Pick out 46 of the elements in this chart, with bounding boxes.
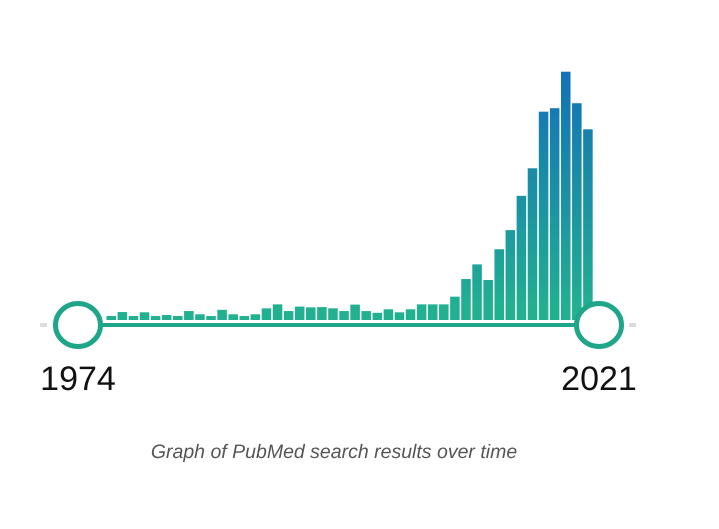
- bar: [150, 316, 160, 320]
- bar: [306, 307, 316, 320]
- bar: [328, 308, 338, 320]
- bar: [262, 308, 272, 320]
- bar: [538, 112, 548, 320]
- bar: [516, 196, 526, 320]
- bar: [472, 264, 482, 320]
- bar: [162, 315, 172, 320]
- bar: [195, 314, 205, 320]
- bar: [461, 279, 471, 320]
- bar: [118, 312, 128, 320]
- bar: [494, 249, 504, 320]
- bar: [483, 280, 493, 320]
- bar: [439, 304, 449, 320]
- bar: [106, 316, 116, 320]
- bar: [294, 306, 304, 320]
- bar: [406, 309, 416, 320]
- bar: [240, 316, 250, 320]
- bar: [361, 311, 371, 320]
- bar: [173, 316, 183, 320]
- bar: [384, 309, 394, 320]
- x-tick-label: 2021: [561, 360, 637, 398]
- bar: [217, 310, 227, 320]
- bar: [506, 230, 516, 320]
- bar: [317, 307, 327, 320]
- bar: [550, 108, 560, 320]
- bar: [339, 311, 349, 320]
- bar: [560, 72, 571, 320]
- bar: [184, 311, 194, 320]
- bar: [250, 314, 260, 320]
- text: Graph of PubMed search results over time: [150, 441, 518, 463]
- bar: [428, 304, 438, 320]
- bar: [206, 316, 216, 320]
- bar: [272, 304, 282, 320]
- bar: [128, 316, 138, 320]
- bar: [394, 312, 404, 320]
- bar: [416, 304, 426, 320]
- bar: [372, 312, 382, 320]
- bar: [450, 296, 460, 320]
- bar: [140, 312, 150, 320]
- bar: [528, 168, 538, 320]
- x-tick-label: 1974: [40, 360, 116, 398]
- bar: [228, 314, 238, 320]
- bar: [284, 311, 294, 320]
- bar: [350, 304, 360, 320]
- bar: [572, 103, 582, 320]
